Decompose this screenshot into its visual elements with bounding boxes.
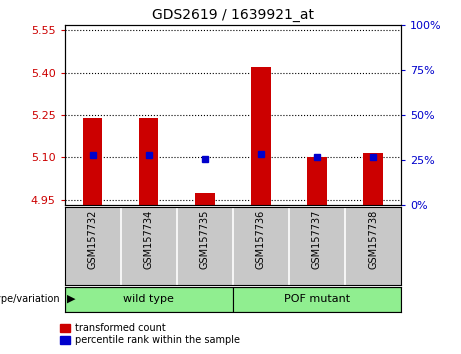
Bar [233, 287, 401, 312]
Bar [307, 158, 327, 205]
Text: GSM157735: GSM157735 [200, 210, 210, 269]
Bar [363, 153, 383, 205]
Text: POF mutant: POF mutant [284, 294, 350, 304]
Text: GSM157737: GSM157737 [312, 210, 322, 269]
Text: GSM157734: GSM157734 [144, 210, 154, 269]
Text: GSM157732: GSM157732 [88, 210, 98, 269]
Title: GDS2619 / 1639921_at: GDS2619 / 1639921_at [152, 8, 314, 22]
Text: GSM157736: GSM157736 [256, 210, 266, 269]
Text: wild type: wild type [123, 294, 174, 304]
Text: GSM157738: GSM157738 [368, 210, 378, 269]
Bar [139, 118, 159, 205]
Text: genotype/variation: genotype/variation [0, 294, 60, 304]
Bar [251, 67, 271, 205]
Text: ▶: ▶ [67, 294, 75, 304]
Bar [83, 118, 102, 205]
Bar [65, 287, 233, 312]
Legend: transformed count, percentile rank within the sample: transformed count, percentile rank withi… [60, 324, 240, 346]
Bar [195, 193, 214, 205]
